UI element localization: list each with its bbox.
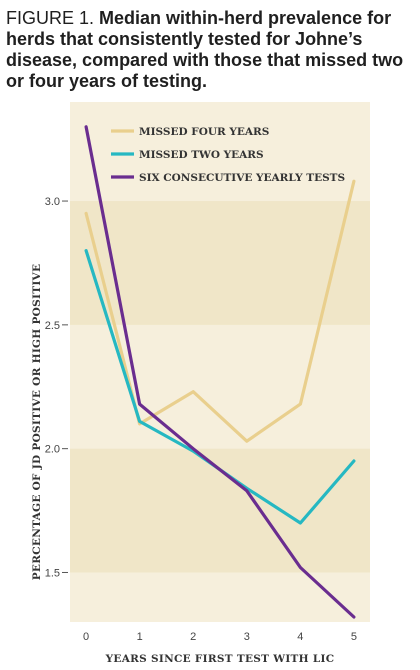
figure-label: FIGURE 1. bbox=[6, 8, 95, 28]
legend-label-missed_two: MISSED TWO YEARS bbox=[139, 149, 264, 161]
band-group bbox=[70, 201, 370, 573]
figure-title: FIGURE 1. Median within-herd prevalence … bbox=[6, 8, 416, 92]
series-group bbox=[84, 125, 356, 619]
x-tick-label: 4 bbox=[297, 631, 303, 643]
series-line-six_consecutive bbox=[84, 125, 356, 619]
y-tick-label: 1.5 bbox=[45, 567, 60, 579]
y-axis: 3.0 2.5 2.0 1.5 bbox=[45, 196, 68, 579]
x-axis: 0 1 2 3 4 5 bbox=[83, 631, 357, 643]
y-axis-title: PERCENTAGE OF JD POSITIVE OR HIGH POSITI… bbox=[31, 264, 43, 581]
x-tick-label: 2 bbox=[190, 631, 196, 643]
y-tick-label: 2.0 bbox=[45, 444, 60, 456]
x-tick-label: 5 bbox=[351, 631, 357, 643]
y-tick-label: 3.0 bbox=[45, 196, 60, 208]
x-tick-label: 3 bbox=[244, 631, 250, 643]
legend-label-six_consecutive: SIX CONSECUTIVE YEARLY TESTS bbox=[139, 172, 345, 184]
x-tick-label: 0 bbox=[83, 631, 89, 643]
band-1 bbox=[70, 448, 370, 573]
legend: MISSED FOUR YEARS MISSED TWO YEARS SIX CON… bbox=[111, 126, 345, 184]
y-tick-label: 2.5 bbox=[45, 320, 60, 332]
x-tick-label: 1 bbox=[137, 631, 143, 643]
figure-title-text: Median within-herd prevalence for herds … bbox=[6, 8, 404, 91]
x-axis-title: YEARS SINCE FIRST TEST WITH LIC bbox=[105, 653, 335, 665]
legend-label-missed_four: MISSED FOUR YEARS bbox=[139, 126, 269, 138]
